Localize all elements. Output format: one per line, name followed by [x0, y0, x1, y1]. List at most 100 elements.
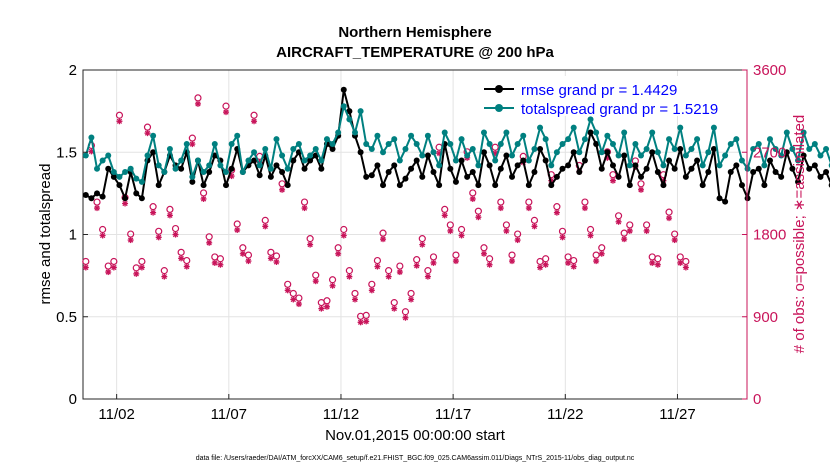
obs-assimilated-marker — [565, 259, 572, 266]
obs-assimilated-marker — [486, 261, 493, 268]
obs-assimilated-marker — [537, 264, 544, 271]
x-tick-label: 11/07 — [211, 406, 247, 423]
totalspread-point — [503, 129, 510, 136]
totalspread-point — [666, 136, 673, 143]
y-left-tick-label: 2 — [69, 62, 77, 79]
obs-assimilated-marker — [553, 209, 560, 216]
rmse-point — [256, 172, 263, 179]
totalspread-point — [598, 149, 605, 156]
obs-assimilated-stroke — [554, 209, 560, 216]
obs-assimilated-marker — [273, 259, 280, 266]
rmse-point — [632, 162, 639, 169]
obs-assimilated-marker — [503, 227, 510, 234]
obs-assimilated-stroke — [498, 205, 504, 211]
totalspread-point — [99, 157, 106, 164]
rmse-point — [744, 195, 751, 202]
rmse-point — [206, 168, 213, 175]
y-right-tick-label: 0 — [753, 391, 761, 408]
obs-assimilated-stroke — [599, 251, 605, 257]
obs-assimilated-marker — [447, 227, 454, 234]
obs-assimilated-marker — [351, 296, 358, 303]
obs-assimilated-marker — [166, 212, 173, 219]
obs-assimilated-marker — [245, 258, 252, 265]
rmse-point — [789, 165, 796, 172]
rmse-point — [178, 165, 185, 172]
obs-assimilated-stroke — [217, 262, 224, 268]
obs-assimilated-marker — [116, 118, 123, 125]
data-file-footnote: data file: /Users/raeder/DAI/ATM_forcXX/… — [196, 455, 635, 462]
totalspread-point — [368, 145, 375, 152]
totalspread-point — [295, 141, 302, 148]
legend-spread-label: totalspread grand pr = 1.5219 — [521, 101, 718, 118]
obs-assimilated-marker — [413, 262, 420, 269]
totalspread-point — [110, 168, 117, 175]
totalspread-point — [570, 124, 577, 131]
rmse-point — [458, 157, 465, 164]
rmse-point — [638, 173, 645, 180]
totalspread-point — [256, 162, 263, 169]
obs-assimilated-marker — [570, 263, 577, 270]
obs-assimilated-stroke — [442, 212, 448, 219]
totalspread-point — [267, 165, 274, 172]
obs-assimilated-stroke — [587, 232, 594, 239]
totalspread-point — [783, 129, 790, 136]
y-left-tick-label: 0 — [69, 391, 77, 408]
obs-assimilated-stroke — [414, 262, 420, 269]
obs-assimilated-marker — [122, 200, 129, 207]
obs-assimilated-marker — [497, 205, 504, 212]
chart-title: Northern Hemisphere — [338, 24, 491, 41]
totalspread-point — [823, 145, 830, 152]
totalspread-point — [189, 173, 196, 180]
obs-assimilated-marker — [223, 109, 230, 116]
rmse-point — [150, 149, 157, 156]
totalspread-point — [537, 124, 544, 131]
obs-assimilated-stroke — [206, 240, 212, 246]
x-tick-label: 11/22 — [547, 406, 583, 423]
totalspread-point — [82, 152, 89, 159]
totalspread-point — [553, 149, 560, 156]
obs-assimilated-stroke — [453, 258, 459, 264]
obs-assimilated-stroke — [234, 227, 240, 233]
obs-assimilated-stroke — [458, 232, 465, 239]
rmse-point — [705, 168, 712, 175]
totalspread-point — [441, 129, 448, 136]
obs-assimilated-marker — [368, 287, 375, 294]
obs-assimilated-stroke — [369, 287, 375, 293]
obs-possible-marker — [592, 251, 600, 259]
rmse-point — [402, 175, 409, 182]
axis-layer: 11/02 11/07 11/12 11/17 11/22 11/27 0 0.5 1 1.5 2 0… — [56, 62, 786, 423]
rmse-point — [189, 178, 196, 185]
rmse-point — [733, 162, 740, 169]
totalspread-point — [492, 157, 499, 164]
rmse-point — [587, 129, 594, 136]
totalspread-point — [766, 136, 773, 143]
rmse-point — [626, 182, 633, 189]
obs-assimilated-stroke — [301, 205, 308, 211]
obs-assimilated-stroke — [156, 234, 162, 240]
totalspread-point — [755, 141, 762, 148]
totalspread-point — [733, 136, 740, 143]
totalspread-point — [638, 152, 645, 159]
obs-assimilated-stroke — [447, 228, 453, 234]
obs-assimilated-marker — [312, 278, 319, 285]
rmse-point — [133, 190, 140, 197]
obs-assimilated-marker — [593, 258, 600, 265]
obs-assimilated-stroke — [391, 305, 397, 312]
obs-assimilated-marker — [211, 259, 218, 266]
obs-assimilated-marker — [452, 258, 459, 265]
obs-assimilated-stroke — [251, 118, 257, 124]
obs-assimilated-stroke — [329, 283, 336, 289]
obs-assimilated-stroke — [649, 260, 655, 266]
rmse-point — [643, 165, 650, 172]
obs-assimilated-stroke — [610, 178, 616, 184]
obs-assimilated-stroke — [593, 258, 599, 264]
obs-assimilated-stroke — [352, 296, 358, 303]
x-tick-label: 11/02 — [98, 406, 134, 423]
totalspread-point — [710, 124, 717, 131]
obs-assimilated-marker — [346, 273, 353, 280]
totalspread-point — [671, 145, 678, 152]
rmse-point — [817, 173, 824, 180]
totalspread-point — [251, 149, 258, 156]
totalspread-point — [234, 132, 241, 139]
